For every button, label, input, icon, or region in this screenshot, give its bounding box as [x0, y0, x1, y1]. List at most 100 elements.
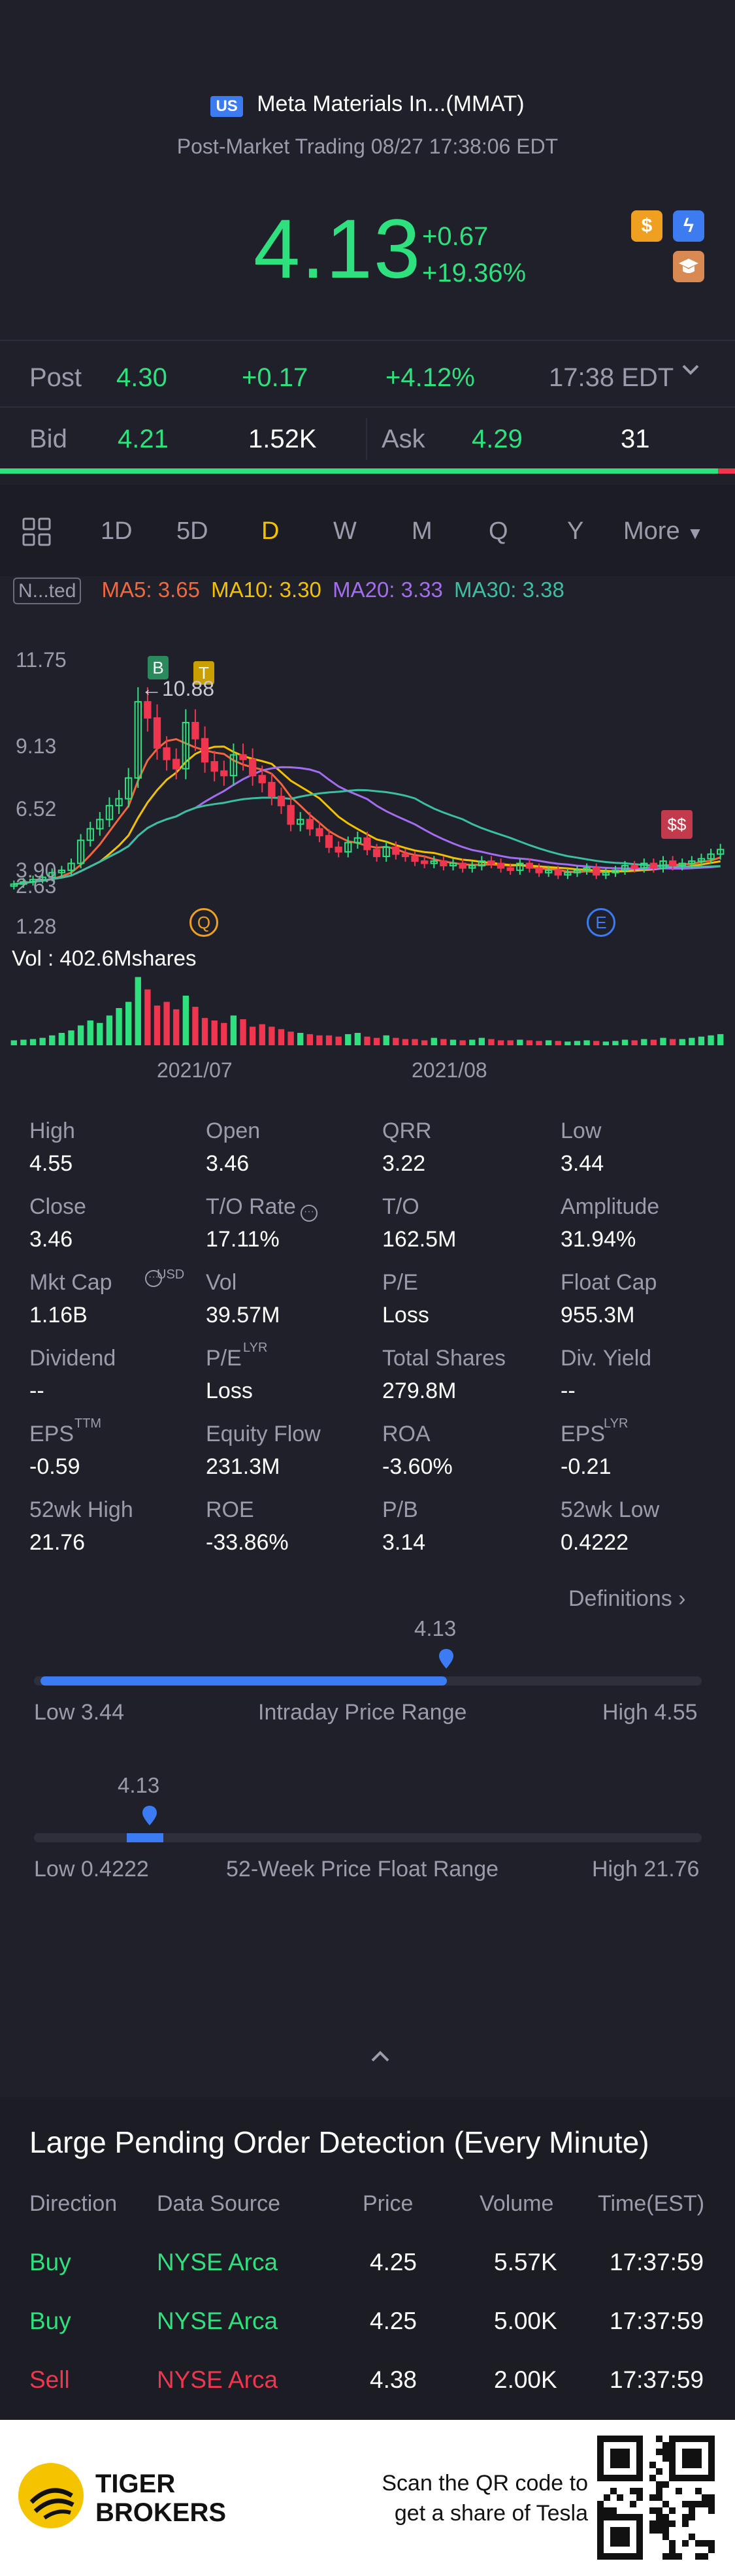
candle[interactable]	[506, 867, 514, 872]
candle[interactable]	[124, 777, 133, 800]
candle[interactable]	[421, 860, 429, 864]
candle[interactable]	[668, 860, 677, 867]
dividend-marker[interactable]: $$	[661, 810, 693, 839]
dollar-icon[interactable]: $	[631, 210, 662, 242]
candle[interactable]	[363, 837, 371, 851]
candle[interactable]	[459, 862, 466, 869]
candle[interactable]	[593, 867, 600, 876]
candle[interactable]	[392, 846, 400, 855]
tab-quarterly[interactable]: Q	[489, 517, 508, 545]
candle[interactable]	[163, 747, 171, 760]
tab-more[interactable]: More ▼	[623, 517, 704, 546]
candle[interactable]	[325, 835, 333, 848]
candle[interactable]	[258, 775, 266, 783]
candle[interactable]	[497, 862, 505, 869]
candle[interactable]	[115, 798, 123, 807]
candle[interactable]	[76, 840, 85, 864]
candle[interactable]	[621, 865, 629, 872]
candle[interactable]	[20, 881, 27, 885]
candle[interactable]	[554, 870, 562, 876]
candle[interactable]	[525, 862, 534, 869]
candle[interactable]	[86, 828, 94, 841]
candle[interactable]	[401, 853, 410, 857]
candle[interactable]	[48, 872, 56, 878]
candle[interactable]	[144, 701, 152, 719]
post-market-row[interactable]: Post 4.30 +0.17 +4.12% 17:38 EDT	[0, 353, 735, 405]
candle[interactable]	[96, 819, 104, 830]
candle[interactable]	[67, 862, 75, 872]
candle[interactable]	[297, 819, 304, 825]
candle[interactable]	[220, 770, 228, 777]
candlestick-chart[interactable]	[0, 627, 735, 1084]
tab-daily[interactable]: D	[261, 517, 280, 545]
candle[interactable]	[201, 738, 209, 763]
candle[interactable]	[191, 721, 199, 740]
tab-1d[interactable]: 1D	[101, 517, 133, 545]
candle[interactable]	[210, 761, 218, 772]
education-icon[interactable]	[673, 251, 704, 282]
candle[interactable]	[516, 862, 524, 872]
candle[interactable]	[707, 853, 715, 860]
candle[interactable]	[335, 846, 342, 853]
candle[interactable]	[239, 754, 247, 760]
candle[interactable]	[602, 872, 610, 876]
candle[interactable]	[382, 846, 390, 857]
candle[interactable]	[172, 758, 180, 770]
earnings-marker[interactable]: E	[587, 908, 615, 937]
candle[interactable]	[39, 876, 46, 881]
candle[interactable]	[268, 781, 276, 798]
candle[interactable]	[544, 870, 553, 873]
candle[interactable]	[316, 828, 323, 837]
candle[interactable]	[649, 862, 658, 869]
candle[interactable]	[153, 717, 161, 749]
candle[interactable]	[659, 860, 667, 869]
tab-weekly[interactable]: W	[333, 517, 357, 545]
flash-icon[interactable]: ϟ	[673, 210, 704, 242]
info-icon[interactable]: ···	[145, 1270, 162, 1287]
candle[interactable]	[353, 837, 362, 843]
candle[interactable]	[573, 870, 581, 873]
indicator-toggle[interactable]: N...ted	[13, 578, 82, 604]
candle[interactable]	[248, 758, 257, 777]
tab-yearly[interactable]: Y	[567, 517, 584, 545]
candle[interactable]	[640, 862, 648, 869]
candle[interactable]	[688, 860, 696, 864]
candle[interactable]	[306, 819, 314, 830]
candle[interactable]	[105, 805, 114, 821]
candle[interactable]	[478, 860, 486, 867]
tab-monthly[interactable]: M	[412, 517, 433, 545]
candle[interactable]	[564, 872, 572, 876]
candle[interactable]	[583, 867, 591, 872]
candle[interactable]	[10, 883, 18, 887]
candle[interactable]	[678, 862, 686, 867]
definitions-link[interactable]: Definitions ›	[568, 1586, 686, 1612]
candle[interactable]	[487, 860, 495, 864]
info-icon[interactable]: ···	[301, 1205, 318, 1222]
candle[interactable]	[468, 865, 476, 869]
candle[interactable]	[630, 865, 638, 869]
candle[interactable]	[697, 858, 706, 862]
candle[interactable]	[411, 855, 419, 862]
quarter-report-marker[interactable]: Q	[189, 908, 218, 937]
candle[interactable]	[229, 754, 238, 777]
tip-marker[interactable]: T	[193, 661, 214, 685]
candle[interactable]	[29, 879, 37, 883]
tab-5d[interactable]: 5D	[176, 517, 208, 545]
candle[interactable]	[134, 701, 142, 779]
candle[interactable]	[430, 860, 438, 864]
qr-code[interactable]	[597, 2436, 715, 2560]
candle[interactable]	[440, 860, 448, 867]
candle[interactable]	[57, 870, 66, 873]
buy-marker[interactable]: B	[148, 656, 169, 679]
layout-grid-icon[interactable]	[21, 516, 52, 551]
stock-name[interactable]: Meta Materials In...(MMAT)	[257, 91, 525, 116]
chevron-down-icon[interactable]	[679, 357, 702, 389]
candle[interactable]	[717, 849, 725, 855]
candle[interactable]	[612, 870, 619, 873]
chevron-up-icon[interactable]	[367, 2047, 393, 2068]
candle[interactable]	[277, 796, 286, 807]
candle[interactable]	[449, 862, 457, 867]
candle[interactable]	[287, 805, 295, 825]
candle[interactable]	[182, 721, 190, 770]
candle[interactable]	[344, 841, 352, 853]
